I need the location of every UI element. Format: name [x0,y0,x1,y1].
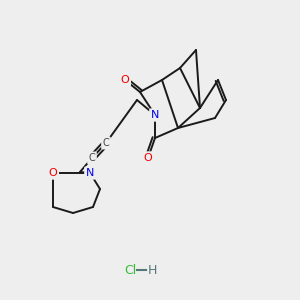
Text: N: N [151,110,159,120]
Text: O: O [121,75,129,85]
Text: O: O [144,153,152,163]
Text: Cl: Cl [124,263,136,277]
Text: C: C [103,138,110,148]
Text: C: C [88,153,95,163]
Text: H: H [147,263,157,277]
Text: N: N [86,168,94,178]
Text: O: O [49,168,57,178]
